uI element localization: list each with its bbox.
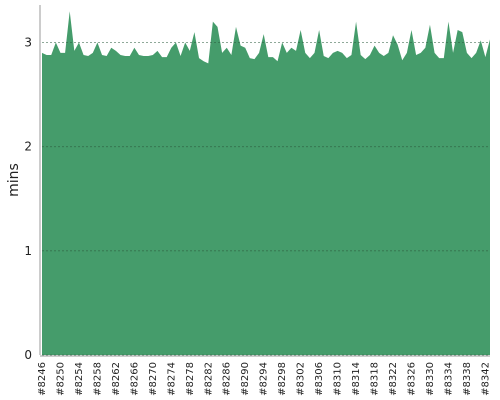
x-tick-label: #8246 bbox=[37, 362, 48, 396]
area bbox=[42, 11, 490, 355]
x-tick-label: #8270 bbox=[148, 362, 159, 396]
x-tick-label: #8254 bbox=[74, 362, 85, 396]
x-tick-label: #8290 bbox=[240, 362, 251, 396]
y-tick-label: 3 bbox=[24, 36, 32, 50]
x-tick-label: #8262 bbox=[111, 362, 122, 396]
x-tick-label: #8342 bbox=[480, 362, 491, 396]
x-tick-label: #8278 bbox=[185, 362, 196, 396]
x-tick-label: #8334 bbox=[443, 362, 454, 396]
x-tick-label: #8322 bbox=[388, 362, 399, 396]
x-tick-label: #8326 bbox=[406, 362, 417, 396]
x-tick-label: #8266 bbox=[129, 362, 140, 396]
x-tick-label: #8258 bbox=[92, 362, 103, 396]
x-tick-label: #8286 bbox=[222, 362, 233, 396]
x-tick-label: #8282 bbox=[203, 362, 214, 396]
x-tick-label: #8302 bbox=[296, 362, 307, 396]
y-axis-label: mins bbox=[6, 163, 22, 197]
x-tick-label: #8318 bbox=[370, 362, 381, 396]
x-tick-label: #8274 bbox=[166, 362, 177, 396]
y-tick-label: 1 bbox=[24, 244, 32, 258]
x-tick-label: #8338 bbox=[462, 362, 473, 396]
x-tick-label: #8250 bbox=[55, 362, 66, 396]
x-tick-label: #8306 bbox=[314, 362, 325, 396]
x-tick-label: #8330 bbox=[425, 362, 436, 396]
y-tick-label: 0 bbox=[24, 348, 32, 362]
x-tick-label: #8314 bbox=[351, 362, 362, 396]
y-tick-label: 2 bbox=[24, 140, 32, 154]
x-tick-label: #8294 bbox=[259, 362, 270, 396]
x-tick-label: #8310 bbox=[333, 362, 344, 396]
x-tick-label: #8298 bbox=[277, 362, 288, 396]
